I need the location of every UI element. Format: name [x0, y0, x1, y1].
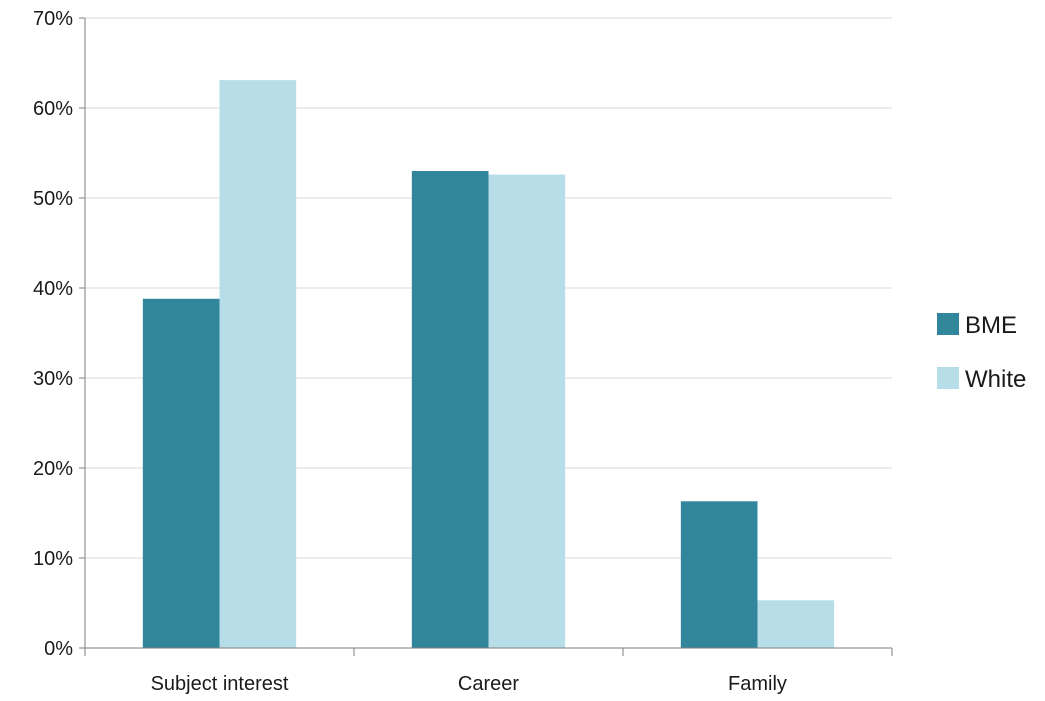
y-tick-label: 20% [33, 458, 73, 480]
y-tick-label: 30% [33, 368, 73, 390]
bar-bme-career [411, 171, 489, 648]
y-tick-label: 0% [44, 638, 73, 660]
x-category-label: Family [728, 673, 787, 695]
x-category-label: Career [458, 673, 519, 695]
axes [79, 17, 893, 656]
y-tick-label: 40% [33, 278, 73, 300]
bar-white-family [757, 600, 835, 648]
legend-label-bme: BME [965, 312, 1017, 339]
legend-swatch-white [937, 367, 959, 389]
x-category-labels: Subject interest Career Family [151, 673, 787, 695]
bar-bme-subject-interest [142, 298, 220, 648]
y-tick-labels: 0% 10% 20% 30% 40% 50% 60% 70% [33, 8, 73, 660]
bar-white-career [488, 174, 566, 648]
bars [142, 80, 835, 649]
x-category-label: Subject interest [151, 673, 289, 695]
legend-swatch-bme [937, 313, 959, 335]
legend: BME White [937, 312, 1026, 393]
legend-label-white: White [965, 366, 1026, 393]
y-tick-label: 70% [33, 8, 73, 30]
y-tick-label: 60% [33, 98, 73, 120]
y-tick-label: 50% [33, 188, 73, 210]
y-tick-label: 10% [33, 548, 73, 570]
bar-bme-family [680, 501, 758, 648]
bar-white-subject-interest [219, 80, 297, 649]
